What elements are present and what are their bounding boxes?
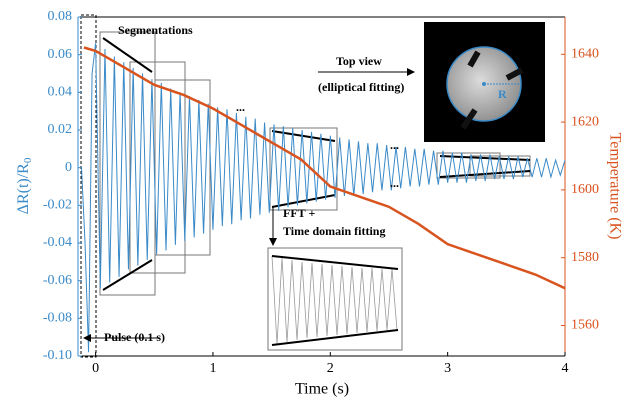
y-tick-label: 0 (65, 160, 72, 175)
x-tick-label: 2 (327, 361, 334, 376)
y-tick-label: -0.08 (43, 311, 72, 326)
x-tick-label: 4 (562, 361, 569, 376)
y-tick-label: 0.02 (48, 122, 73, 137)
x-tick-label: 1 (209, 361, 216, 376)
y-tick-label: 0.04 (48, 85, 73, 100)
series-line (81, 43, 566, 353)
y2-tick-label: 1620 (571, 114, 599, 129)
y-tick-label: -0.04 (43, 235, 72, 250)
x-tick-label: 0 (92, 361, 99, 376)
y2-tick-label: 1580 (571, 250, 599, 265)
annotation: Pulse (0.1 s) (104, 330, 165, 344)
annotation: ... (390, 138, 399, 152)
y-axis-label: ΔR(t)/R0 (15, 157, 34, 214)
y-tick-label: -0.06 (43, 273, 72, 288)
y2-tick-label: 1640 (571, 47, 599, 62)
y2-axis-label: Temperature (K) (606, 133, 623, 240)
annotation: ... (236, 100, 245, 114)
plot: 0 1 2 3 4 -0.10 -0.08 -0.06 -0.04 -0.02 0 0.02 0.04 0… (43, 9, 599, 376)
annotation: ... (390, 176, 399, 190)
annotation: Time domain fitting (283, 224, 385, 238)
y-axis-label-text: ΔR(t)/R (15, 163, 32, 215)
annotation: Segmentations (118, 23, 193, 37)
top-view-inset: R (424, 22, 545, 142)
fft-inset (267, 247, 403, 351)
x-axis-label: Time (s) (295, 381, 349, 398)
y-tick-label: -0.10 (43, 348, 72, 363)
y-tick-label: -0.02 (43, 198, 72, 213)
annotation: (elliptical fitting) (318, 80, 404, 94)
annotation: Top view (336, 54, 382, 68)
r-label: R (498, 87, 507, 101)
y-axis-label-sub: 0 (22, 157, 34, 163)
y2-tick-label: 1600 (571, 182, 599, 197)
x-tick-label: 3 (444, 361, 451, 376)
series-line (83, 46, 566, 290)
y-tick-label: 0.08 (48, 9, 73, 24)
annotation: FFT + (283, 206, 315, 220)
pulse-box (80, 14, 97, 358)
y-tick-label: 0.06 (48, 47, 73, 62)
y2-tick-label: 1560 (571, 318, 599, 333)
